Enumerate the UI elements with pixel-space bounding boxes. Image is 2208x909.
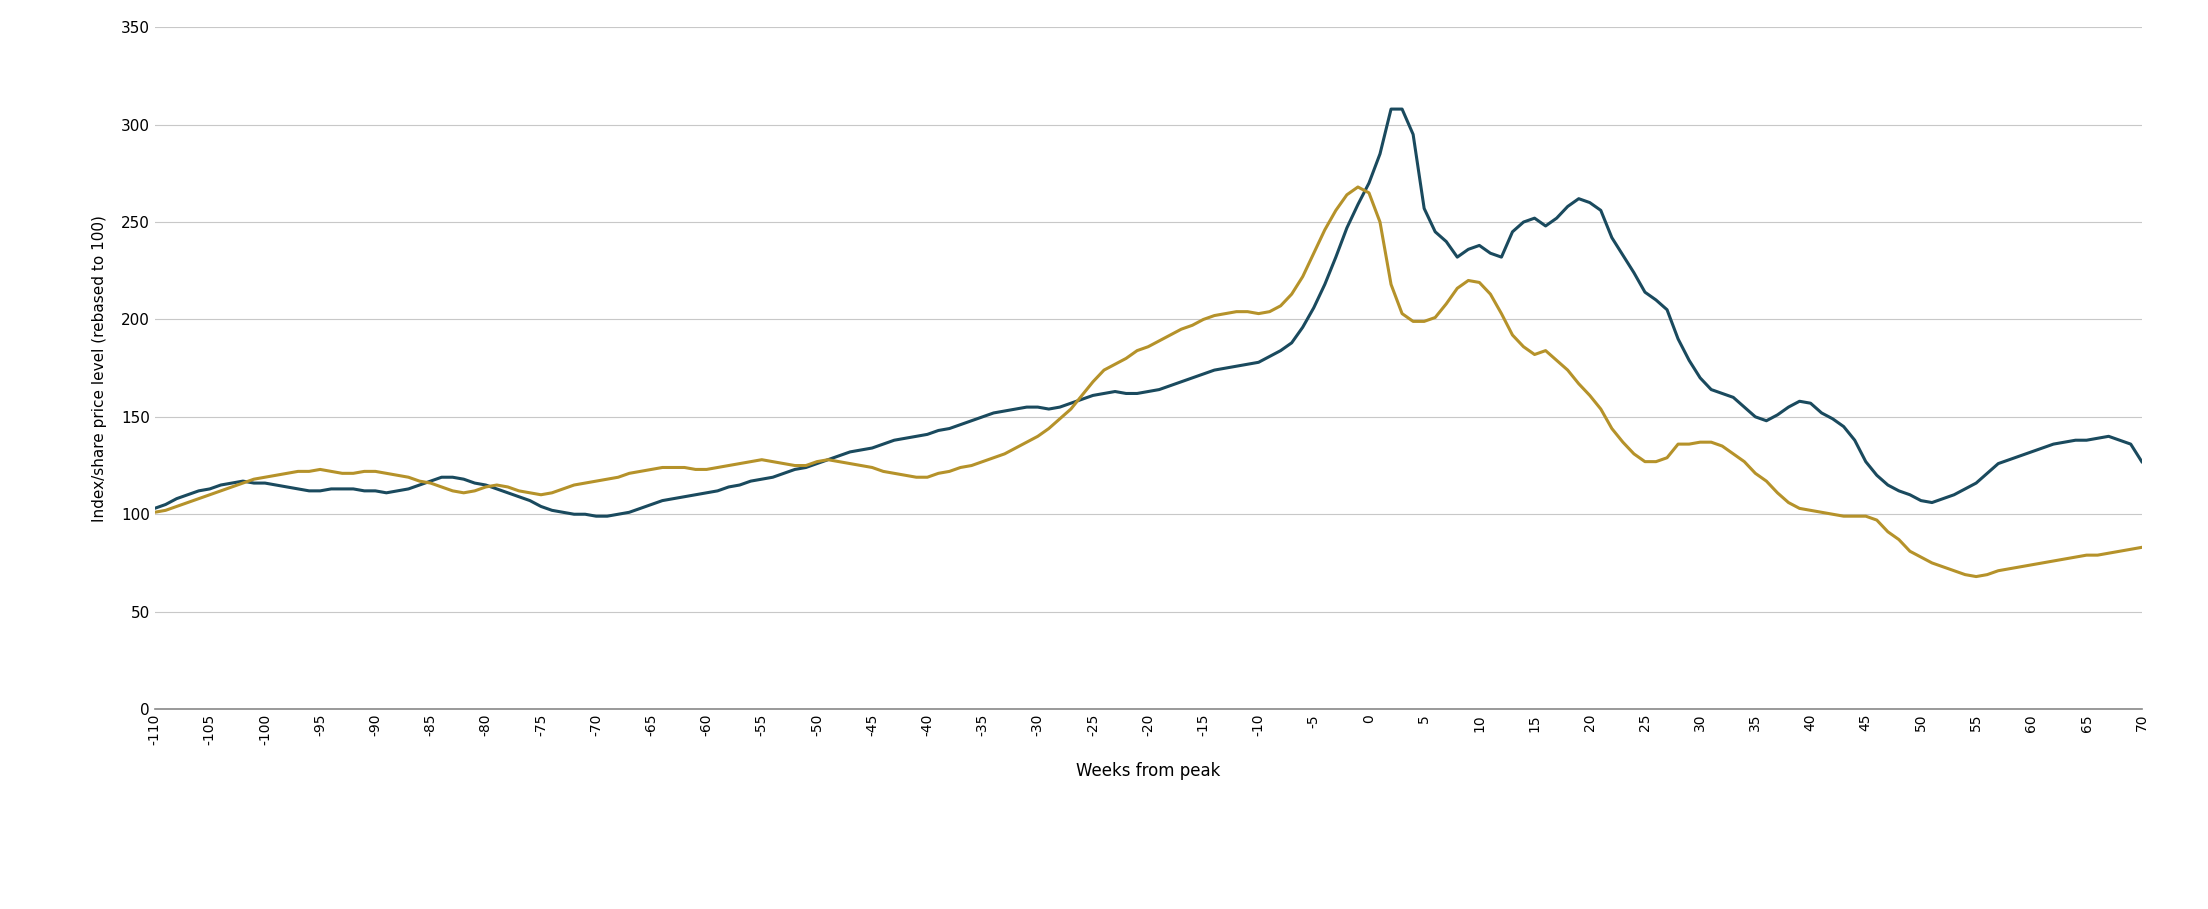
KraneShares China Internet ETF bbox=[1963, 571, 1989, 582]
Nasdaq Composite bbox=[439, 472, 466, 483]
Nasdaq Composite bbox=[307, 485, 333, 496]
X-axis label: Weeks from peak: Weeks from peak bbox=[1075, 762, 1221, 780]
KraneShares China Internet ETF bbox=[141, 507, 168, 518]
KraneShares China Internet ETF bbox=[1797, 504, 1824, 515]
KraneShares China Internet ETF bbox=[2129, 542, 2155, 553]
Nasdaq Composite bbox=[141, 503, 168, 514]
KraneShares China Internet ETF bbox=[307, 464, 333, 474]
KraneShares China Internet ETF bbox=[1102, 359, 1128, 370]
KraneShares China Internet ETF bbox=[1091, 365, 1117, 375]
KraneShares China Internet ETF bbox=[693, 464, 720, 474]
Nasdaq Composite bbox=[1113, 388, 1139, 399]
Nasdaq Composite bbox=[1378, 104, 1404, 115]
Nasdaq Composite bbox=[583, 511, 609, 522]
Nasdaq Composite bbox=[1808, 407, 1835, 418]
Nasdaq Composite bbox=[2129, 456, 2155, 467]
Line: KraneShares China Internet ETF: KraneShares China Internet ETF bbox=[155, 187, 2142, 576]
KraneShares China Internet ETF bbox=[439, 485, 466, 496]
Nasdaq Composite bbox=[1102, 386, 1128, 397]
Y-axis label: Index/share price level (rebased to 100): Index/share price level (rebased to 100) bbox=[93, 215, 106, 522]
Line: Nasdaq Composite: Nasdaq Composite bbox=[155, 109, 2142, 516]
Nasdaq Composite bbox=[704, 485, 731, 496]
KraneShares China Internet ETF bbox=[1345, 182, 1371, 193]
